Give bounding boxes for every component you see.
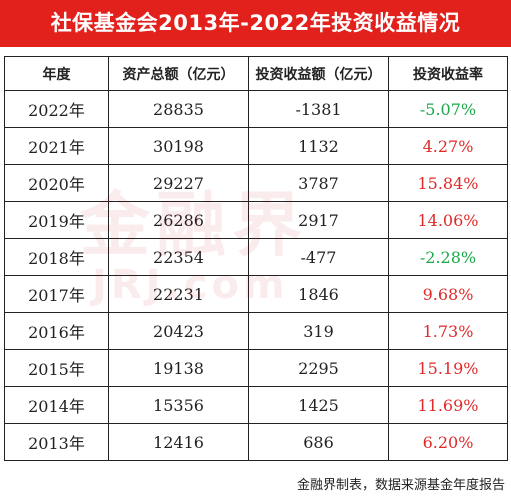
table-row: 2020年 29227 3787 15.84%: [4, 164, 508, 202]
table-row: 2022年 28835 -1381 -5.07%: [4, 90, 508, 128]
cell-assets: 30198: [108, 127, 249, 165]
cell-income: 686: [248, 423, 389, 461]
cell-year: 2017年: [4, 275, 109, 313]
cell-rate: 1.73%: [388, 312, 508, 350]
cell-rate: 15.84%: [388, 164, 508, 202]
table-row: 2017年 22231 1846 9.68%: [4, 275, 508, 313]
returns-table: 年度 资产总额（亿元） 投资收益额（亿元） 投资收益率 2022年 28835 -1…: [4, 56, 508, 461]
returns-table-container: 年度 资产总额（亿元） 投资收益额（亿元） 投资收益率 2022年 28835 -1…: [4, 56, 508, 461]
cell-year: 2014年: [4, 386, 109, 424]
cell-income: 2295: [248, 349, 389, 387]
table-row: 2014年 15356 1425 11.69%: [4, 386, 508, 424]
cell-income: 319: [248, 312, 389, 350]
cell-income: -477: [248, 238, 389, 276]
cell-rate: 4.27%: [388, 127, 508, 165]
page-title: 社保基金会2013年-2022年投资收益情况: [0, 0, 511, 47]
cell-year: 2021年: [4, 127, 109, 165]
table-row: 2021年 30198 1132 4.27%: [4, 127, 508, 165]
cell-year: 2018年: [4, 238, 109, 276]
table-header-row: 年度 资产总额（亿元） 投资收益额（亿元） 投资收益率: [4, 56, 508, 91]
table-row: 2016年 20423 319 1.73%: [4, 312, 508, 350]
cell-income: 1846: [248, 275, 389, 313]
table-row: 2015年 19138 2295 15.19%: [4, 349, 508, 387]
header-year: 年度: [4, 56, 109, 91]
cell-assets: 22231: [108, 275, 249, 313]
cell-income: -1381: [248, 90, 389, 128]
cell-assets: 19138: [108, 349, 249, 387]
header-income: 投资收益额（亿元）: [248, 56, 389, 91]
cell-year: 2013年: [4, 423, 109, 461]
source-note: 金融界制表，数据来源基金年度报告: [296, 478, 505, 493]
cell-income: 2917: [248, 201, 389, 239]
cell-year: 2020年: [4, 164, 109, 202]
table-row: 2013年 12416 686 6.20%: [4, 423, 508, 461]
cell-year: 2016年: [4, 312, 109, 350]
cell-rate: -5.07%: [388, 90, 508, 128]
cell-year: 2022年: [4, 90, 109, 128]
cell-rate: 11.69%: [388, 386, 508, 424]
cell-year: 2015年: [4, 349, 109, 387]
cell-income: 1425: [248, 386, 389, 424]
cell-assets: 22354: [108, 238, 249, 276]
cell-assets: 15356: [108, 386, 249, 424]
cell-assets: 28835: [108, 90, 249, 128]
cell-assets: 26286: [108, 201, 249, 239]
cell-assets: 20423: [108, 312, 249, 350]
cell-rate: -2.28%: [388, 238, 508, 276]
cell-income: 1132: [248, 127, 389, 165]
cell-year: 2019年: [4, 201, 109, 239]
table-body: 2022年 28835 -1381 -5.07% 2021年 30198 1132 4.27%…: [4, 90, 508, 461]
cell-rate: 15.19%: [388, 349, 508, 387]
cell-rate: 9.68%: [388, 275, 508, 313]
cell-assets: 12416: [108, 423, 249, 461]
cell-rate: 6.20%: [388, 423, 508, 461]
header-rate: 投资收益率: [388, 56, 508, 91]
header-assets: 资产总额（亿元）: [108, 56, 249, 91]
table-row: 2018年 22354 -477 -2.28%: [4, 238, 508, 276]
table-row: 2019年 26286 2917 14.06%: [4, 201, 508, 239]
cell-assets: 29227: [108, 164, 249, 202]
cell-rate: 14.06%: [388, 201, 508, 239]
cell-income: 3787: [248, 164, 389, 202]
